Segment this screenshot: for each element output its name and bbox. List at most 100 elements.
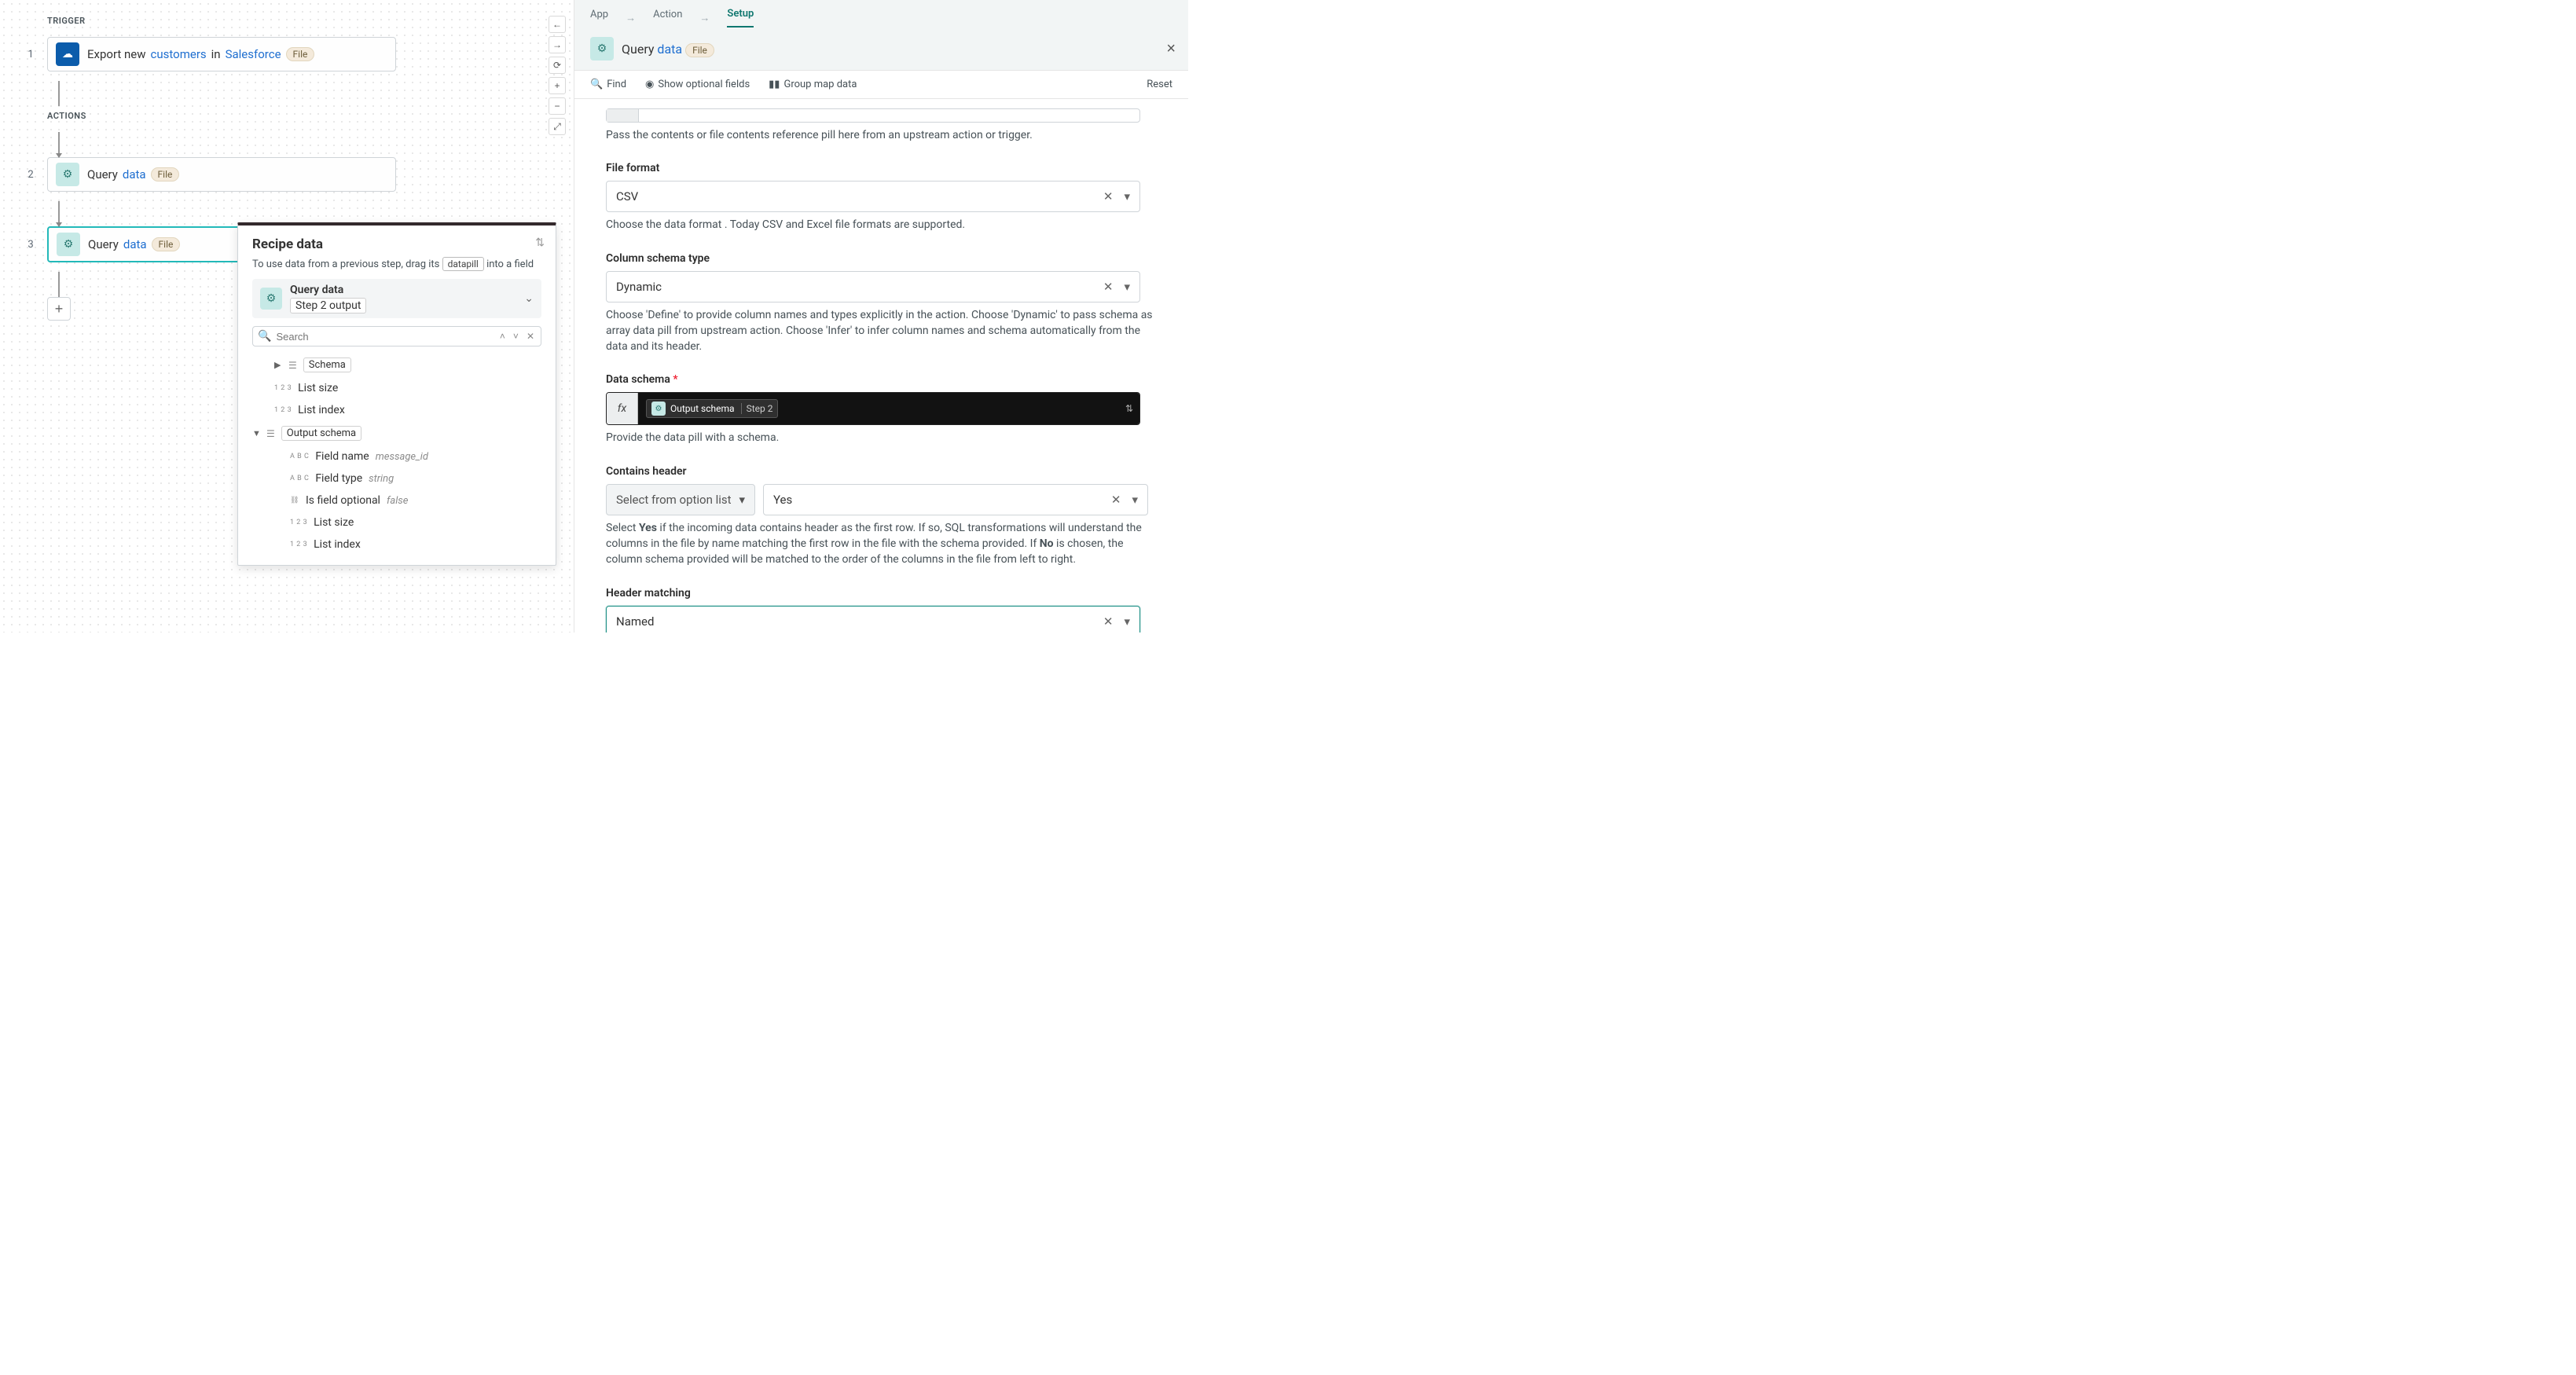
breadcrumb-setup[interactable]: Setup: [727, 8, 754, 28]
config-panel: App → Action → Setup ⚙ Query data File ×…: [574, 0, 1188, 632]
tree-row-field-name[interactable]: A B C Field name message_id: [252, 446, 541, 468]
list-icon: ☰: [288, 360, 297, 371]
field-help: Select Yes if the incoming data contains…: [606, 520, 1157, 568]
field-label: Column schema type: [606, 252, 1157, 265]
zoom-in-button[interactable]: +: [549, 77, 566, 94]
tree-row-list-size-2[interactable]: 1 2 3 List size: [252, 512, 541, 534]
tree-row-schema[interactable]: ▶ ☰ Schema: [252, 353, 541, 377]
prev-result-icon[interactable]: ˄: [498, 331, 507, 342]
tree-row-list-size[interactable]: 1 2 3 List size: [252, 377, 541, 399]
datapill-tree: ▶ ☰ Schema 1 2 3 List size 1 2 3 List in…: [238, 353, 556, 565]
recipe-search-input[interactable]: [276, 331, 493, 343]
add-step-button[interactable]: +: [47, 297, 71, 321]
source-sub: Step 2 output: [290, 298, 366, 314]
back-arrow-button[interactable]: ←: [549, 16, 566, 33]
canvas-toolbar: ← → ⟳ + − ⤢: [549, 16, 566, 135]
formula-icon: fx: [607, 393, 638, 424]
connector-arrow: [58, 201, 60, 226]
step-card-2[interactable]: ⚙ Query data File: [47, 157, 396, 192]
field-help: Pass the contents or file contents refer…: [606, 127, 1157, 143]
drag-handle-icon[interactable]: ⇅: [1125, 403, 1133, 414]
refresh-button[interactable]: ⟳: [549, 57, 566, 74]
fit-button[interactable]: ⤢: [549, 118, 566, 135]
panel-title: Query data File: [622, 42, 714, 57]
field-label: Header matching: [606, 587, 1157, 600]
connector-arrow: [58, 132, 60, 157]
panel-body: Pass the contents or file contents refer…: [574, 99, 1188, 632]
close-button[interactable]: ×: [1166, 40, 1176, 58]
chevron-down-icon[interactable]: ▾: [1124, 189, 1130, 204]
connector-line: [58, 81, 60, 106]
zoom-out-button[interactable]: −: [549, 97, 566, 115]
clear-icon[interactable]: ✕: [1103, 189, 1114, 204]
file-format-select[interactable]: CSV ✕▾: [606, 181, 1140, 212]
step-card-1[interactable]: ☁︎ Export new customers in Salesforce Fi…: [47, 37, 396, 72]
show-optional-button[interactable]: ◉Show optional fields: [645, 79, 750, 90]
header-value-select[interactable]: Yes ✕▾: [763, 484, 1148, 515]
recipe-search[interactable]: 🔍 ˄ ˅ ✕: [252, 326, 541, 346]
panel-header: ⚙ Query data File ×: [574, 28, 1188, 71]
breadcrumb-app[interactable]: App: [590, 9, 608, 27]
list-icon: ☰: [266, 428, 275, 439]
field-help: Choose the data format . Today CSV and E…: [606, 217, 1157, 233]
field-label: Data schema *: [606, 373, 1157, 386]
chevron-down-icon: ▾: [739, 493, 745, 507]
forward-arrow-button[interactable]: →: [549, 36, 566, 53]
datapill-output-schema[interactable]: ⚙ Output schema Step 2: [646, 399, 778, 418]
chevron-down-icon: ⌄: [524, 292, 534, 305]
caret-down-icon: ▼: [252, 428, 260, 438]
clear-icon[interactable]: ✕: [1103, 614, 1114, 629]
field-help: Choose 'Define' to provide column names …: [606, 307, 1157, 355]
search-icon: 🔍: [258, 330, 271, 343]
file-pill: File: [151, 167, 180, 182]
settings-icon: ⚙: [57, 233, 80, 256]
next-result-icon[interactable]: ˅: [512, 331, 520, 342]
recipe-data-panel: Recipe data To use data from a previous …: [237, 222, 556, 566]
tree-row-field-type[interactable]: A B C Field type string: [252, 468, 541, 490]
chevron-down-icon[interactable]: ▾: [1124, 614, 1130, 629]
tree-row-list-index-2[interactable]: 1 2 3 List index: [252, 534, 541, 556]
reset-button[interactable]: Reset: [1147, 79, 1172, 90]
tree-row-output-schema[interactable]: ▼ ☰ Output schema: [252, 421, 541, 446]
step-number: 1: [24, 49, 38, 60]
chevron-down-icon[interactable]: ▾: [1132, 493, 1138, 507]
step-text: Export new customers in Salesforce File: [87, 47, 314, 61]
file-contents-input[interactable]: [606, 108, 1140, 123]
settings-icon: ⚙: [260, 288, 282, 310]
connector-line: [58, 272, 60, 297]
step-text: Query data File: [88, 237, 180, 251]
clear-search-icon[interactable]: ✕: [525, 331, 536, 342]
step-number: 2: [24, 169, 38, 181]
file-pill: File: [286, 47, 315, 61]
salesforce-icon: ☁︎: [56, 42, 79, 66]
clear-icon[interactable]: ✕: [1103, 280, 1114, 294]
tree-row-list-index[interactable]: 1 2 3 List index: [252, 399, 541, 421]
file-pill: File: [152, 237, 181, 251]
tree-row-optional[interactable]: ⛓ Is field optional false: [252, 490, 541, 512]
chevron-down-icon[interactable]: ▾: [1124, 280, 1130, 294]
eye-icon: ◉: [645, 79, 654, 90]
header-matching-select[interactable]: Named ✕▾: [606, 606, 1140, 632]
step-text: Query data File: [87, 167, 179, 182]
arrow-right-icon: →: [699, 12, 710, 24]
canvas: ← → ⟳ + − ⤢ TRIGGER 1 ☁︎ Export new cust…: [0, 0, 574, 632]
header-mode-select[interactable]: Select from option list ▾: [606, 484, 755, 515]
group-map-button[interactable]: ▮▮Group map data: [769, 79, 857, 90]
schema-type-select[interactable]: Dynamic ✕▾: [606, 271, 1140, 302]
search-icon: 🔍: [590, 79, 603, 90]
file-pill: File: [685, 43, 714, 57]
breadcrumb-action[interactable]: Action: [653, 9, 682, 27]
data-schema-input[interactable]: fx ⚙ Output schema Step 2 ⇅: [606, 392, 1140, 425]
find-button[interactable]: 🔍Find: [590, 79, 626, 90]
source-title: Query data: [290, 284, 366, 296]
drag-handle-icon[interactable]: ⇅: [535, 236, 545, 249]
clear-icon[interactable]: ✕: [1111, 493, 1121, 507]
recipe-desc: To use data from a previous step, drag i…: [252, 257, 541, 271]
breadcrumb: App → Action → Setup: [574, 0, 1188, 28]
panel-toolbar: 🔍Find ◉Show optional fields ▮▮Group map …: [574, 71, 1188, 99]
trigger-section-label: TRIGGER: [47, 16, 574, 26]
actions-section-label: ACTIONS: [47, 111, 574, 121]
field-label: File format: [606, 162, 1157, 174]
field-label: Contains header: [606, 465, 1157, 478]
recipe-source-selector[interactable]: ⚙ Query data Step 2 output ⌄: [252, 279, 541, 318]
